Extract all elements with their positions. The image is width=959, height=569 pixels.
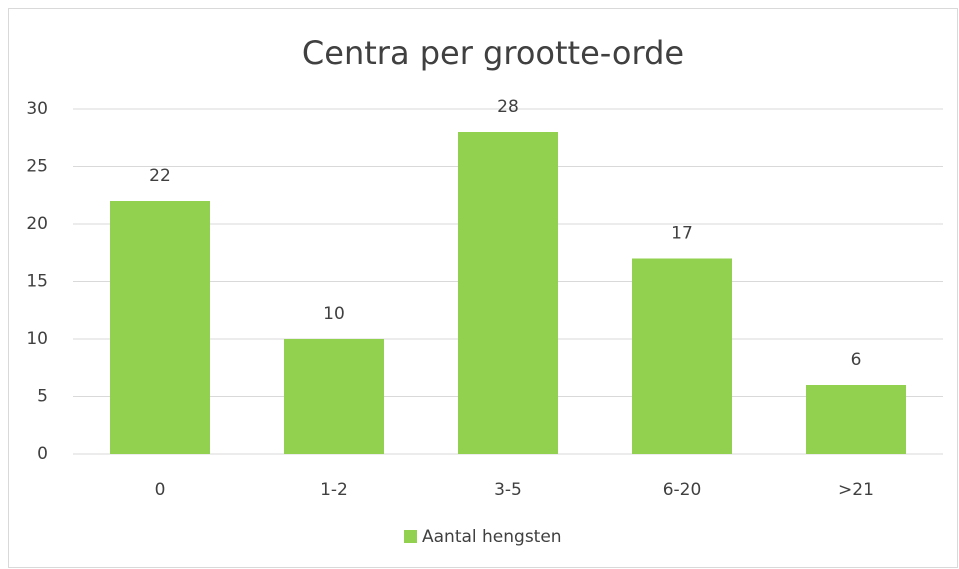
x-tick-label: 6-20 — [663, 480, 702, 500]
y-tick-label: 5 — [37, 387, 48, 407]
data-label: 10 — [323, 304, 345, 324]
y-tick-label: 20 — [26, 214, 48, 234]
data-label: 28 — [497, 97, 519, 117]
y-tick-label: 30 — [26, 99, 48, 119]
data-label: 22 — [149, 166, 171, 186]
bar — [284, 339, 384, 454]
y-tick-label: 0 — [37, 444, 48, 464]
chart-title: Centra per grootte-orde — [302, 34, 684, 72]
bar — [458, 132, 558, 454]
legend-swatch — [404, 530, 417, 543]
legend-label: Aantal hengsten — [422, 527, 562, 547]
data-label: 17 — [671, 224, 693, 244]
data-label: 6 — [851, 350, 862, 370]
bar — [806, 385, 906, 454]
y-tick-label: 25 — [26, 157, 48, 177]
bar — [632, 258, 732, 454]
bar — [110, 201, 210, 454]
y-tick-label: 15 — [26, 272, 48, 292]
y-tick-label: 10 — [26, 329, 48, 349]
x-tick-label: 1-2 — [320, 480, 348, 500]
x-tick-label: 0 — [155, 480, 166, 500]
x-tick-label: 3-5 — [494, 480, 522, 500]
x-tick-label: >21 — [838, 480, 874, 500]
